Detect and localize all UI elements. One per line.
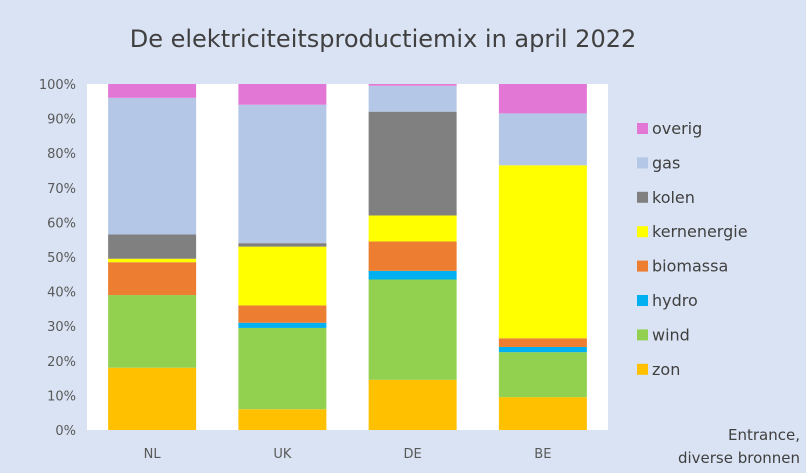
y-tick-label: 50%	[47, 251, 76, 266]
bar-segment-hydro-uk	[238, 322, 327, 328]
y-tick-label: 0%	[55, 424, 76, 439]
bar-segment-overig-de	[368, 84, 457, 86]
legend-swatch-biomassa	[637, 260, 648, 272]
legend-label-biomassa: biomassa	[652, 257, 728, 276]
bar-segment-wind-uk	[238, 327, 327, 410]
legend-swatch-gas	[637, 157, 648, 169]
y-tick-label: 80%	[47, 147, 76, 162]
bar-segment-kolen-de	[368, 111, 457, 216]
x-axis: NL UK DE BE	[144, 447, 552, 462]
legend-swatch-wind	[637, 329, 648, 341]
bar-segment-kernenergie-de	[368, 215, 457, 242]
bar-segment-gas-nl	[108, 97, 197, 235]
bar-segment-zon-uk	[238, 409, 327, 430]
legend-label-overig: overig	[652, 119, 702, 138]
x-tick-label-nl: NL	[144, 447, 162, 462]
legend-swatch-zon	[637, 363, 648, 375]
bar-segment-kernenergie-uk	[238, 246, 327, 306]
bar-segment-overig-be	[498, 84, 587, 114]
bar-segment-biomassa-de	[368, 241, 457, 271]
bar-segment-biomassa-nl	[108, 262, 197, 296]
x-tick-label-uk: UK	[273, 447, 292, 462]
legend: overig gas kolen kernenergie biomassa hydro wi…	[637, 119, 748, 379]
bars	[108, 84, 587, 430]
bar-segment-overig-nl	[108, 84, 197, 98]
bar-segment-kernenergie-be	[498, 165, 587, 339]
bar-segment-biomassa-uk	[238, 305, 327, 323]
source-line-1: Entrance,	[728, 426, 800, 444]
legend-swatch-overig	[637, 123, 648, 134]
x-tick-label-de: DE	[404, 447, 422, 462]
bar-segment-zon-nl	[108, 367, 197, 430]
y-axis: 0% 10% 20% 30% 40% 50% 60% 70% 80% 90% 100%	[39, 78, 76, 439]
legend-label-hydro: hydro	[652, 291, 698, 310]
bar-segment-gas-be	[498, 113, 587, 166]
bar-segment-overig-uk	[238, 84, 327, 105]
bar-segment-zon-be	[498, 397, 587, 430]
bar-segment-kolen-nl	[108, 234, 197, 259]
y-tick-label: 20%	[47, 355, 76, 370]
source-line-2: diverse bronnen	[678, 449, 800, 467]
legend-swatch-kernenergie	[637, 226, 648, 238]
bar-segment-wind-de	[368, 279, 457, 380]
bar-segment-kernenergie-nl	[108, 258, 197, 263]
legend-label-kernenergie: kernenergie	[652, 222, 748, 241]
legend-label-kolen: kolen	[652, 188, 695, 207]
x-tick-label-be: BE	[534, 447, 551, 462]
bar-segment-biomassa-be	[498, 338, 587, 347]
bar-segment-gas-de	[368, 85, 457, 112]
y-tick-label: 100%	[39, 78, 76, 93]
legend-label-wind: wind	[652, 325, 690, 344]
legend-label-zon: zon	[652, 360, 680, 379]
legend-label-gas: gas	[652, 153, 680, 172]
chart-title: De elektriciteitsproductiemix in april 2…	[130, 25, 637, 53]
y-tick-label: 90%	[47, 113, 76, 128]
y-tick-label: 70%	[47, 182, 76, 197]
legend-swatch-hydro	[637, 295, 648, 306]
y-tick-label: 40%	[47, 286, 76, 301]
bar-segment-kolen-uk	[238, 243, 327, 247]
legend-swatch-kolen	[637, 191, 648, 203]
y-tick-label: 60%	[47, 216, 76, 231]
bar-segment-zon-de	[368, 379, 457, 430]
bar-segment-wind-be	[498, 352, 587, 398]
y-tick-label: 30%	[47, 320, 76, 335]
bar-segment-hydro-be	[498, 346, 587, 353]
y-tick-label: 10%	[47, 389, 76, 404]
bar-segment-hydro-de	[368, 270, 457, 280]
bar-segment-wind-nl	[108, 295, 197, 368]
bar-segment-gas-uk	[238, 104, 327, 244]
